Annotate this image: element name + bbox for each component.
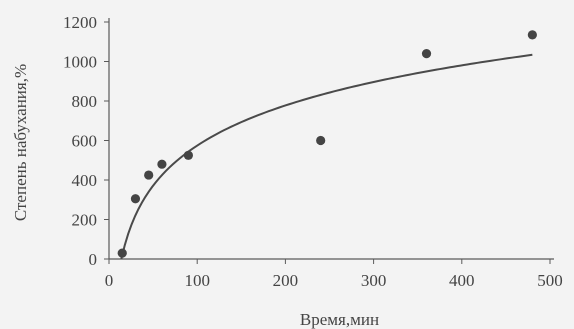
- y-tick-label: 0: [89, 250, 98, 269]
- axes: 0 200 400 600 800 1000 1200 0 100 200 300 400 500: [63, 13, 563, 290]
- data-point: [527, 30, 537, 40]
- y-tick-label: 800: [72, 92, 98, 111]
- data-point: [421, 49, 432, 59]
- data-point: [130, 194, 141, 204]
- trendline-group: [120, 53, 533, 260]
- x-tick-label: 400: [449, 271, 475, 290]
- data-point: [316, 135, 326, 146]
- trend-line: [120, 53, 533, 260]
- data-point: [157, 159, 167, 169]
- data-points: [117, 30, 537, 258]
- y-tick-label: 1200: [63, 13, 97, 32]
- y-axis-label: Степень набухания,%: [11, 64, 30, 221]
- y-tick-label: 200: [72, 211, 98, 230]
- x-tick-label: 100: [184, 271, 210, 290]
- y-tick-label: 400: [72, 171, 98, 190]
- x-tick-label: 300: [361, 271, 387, 290]
- data-point: [144, 170, 154, 180]
- x-axis-label: Время,мин: [300, 310, 379, 329]
- data-point: [183, 150, 193, 160]
- y-tick-label: 600: [72, 132, 98, 151]
- y-tick-label: 1000: [63, 53, 97, 72]
- x-tick-label: 500: [537, 271, 563, 290]
- x-tick-label: 200: [273, 271, 299, 290]
- data-point: [117, 248, 127, 258]
- x-tick-label: 0: [105, 271, 114, 290]
